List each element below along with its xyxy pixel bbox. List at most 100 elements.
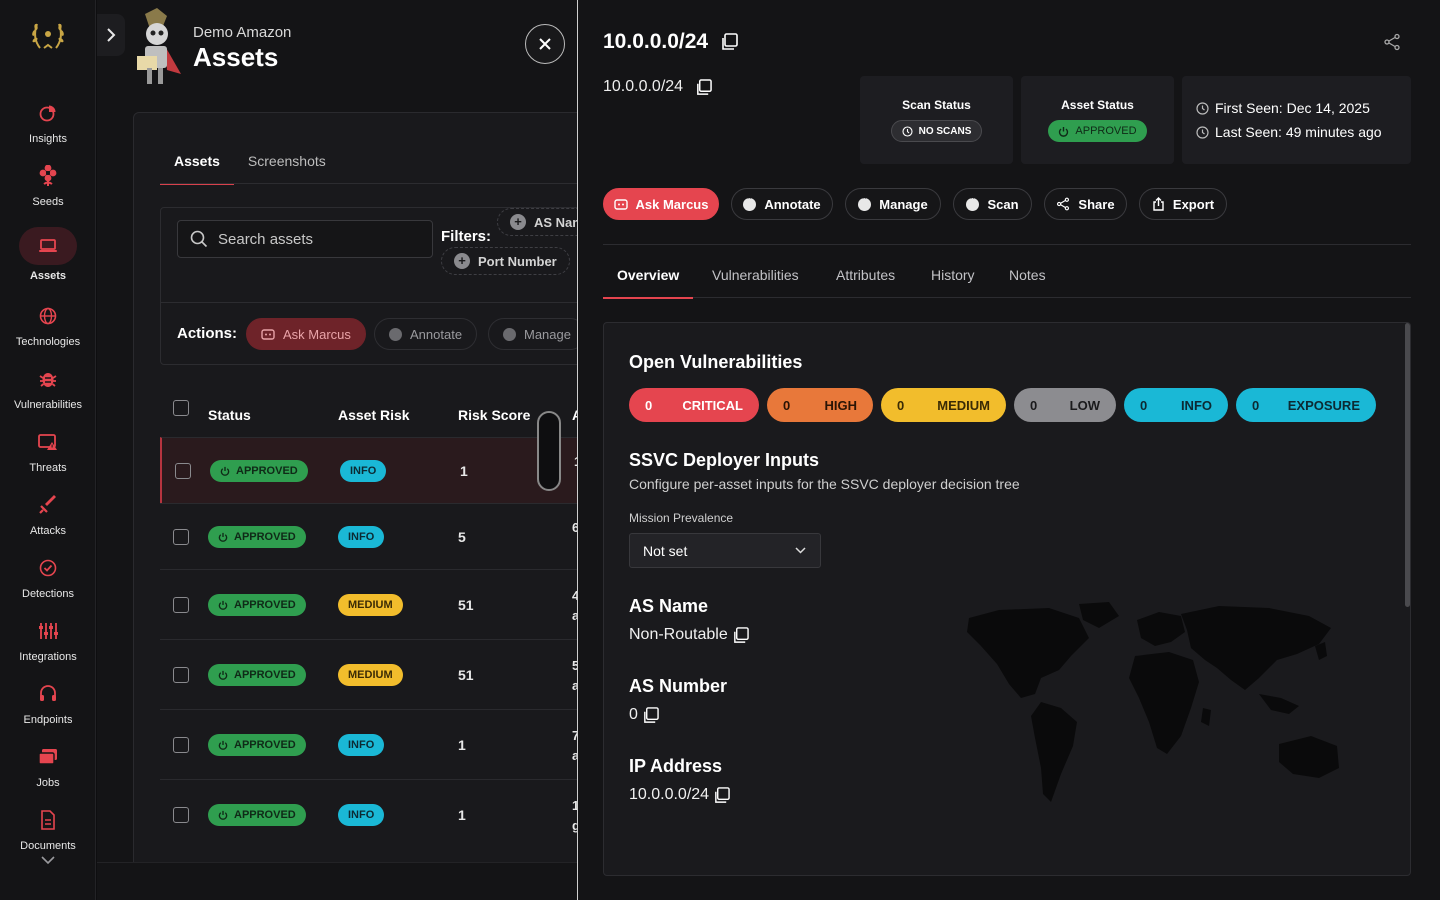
mission-prevalence-select[interactable]: Not set <box>629 533 821 568</box>
sidebar-item-technologies[interactable]: Technologies <box>0 293 96 356</box>
vuln-count-high[interactable]: 0 HIGH <box>767 388 873 422</box>
row-checkbox[interactable] <box>173 529 189 545</box>
more-dots-icon <box>966 193 980 211</box>
status-badge[interactable]: APPROVED <box>210 460 308 482</box>
column-risk-score[interactable]: Risk Score <box>458 407 531 423</box>
more-dots-icon <box>503 327 516 341</box>
ask-marcus-label: Ask Marcus <box>283 326 351 342</box>
copy-icon[interactable] <box>732 626 749 644</box>
vuln-count-critical[interactable]: 0 CRITICAL <box>629 388 759 422</box>
row-cut-value-2: g <box>572 818 577 833</box>
tab-vulnerabilities[interactable]: Vulnerabilities <box>712 267 799 283</box>
status-badge[interactable]: APPROVED <box>208 526 306 548</box>
sidebar-item-insights[interactable]: Insights <box>0 90 96 153</box>
table-row[interactable]: APPROVED MEDIUM 51 4 a <box>160 569 577 639</box>
ask-marcus-button[interactable]: Ask Marcus <box>603 188 719 220</box>
sidebar-item-vulnerabilities[interactable]: Vulnerabilities <box>0 356 96 419</box>
tab-attributes[interactable]: Attributes <box>836 267 896 283</box>
sidebar-item-endpoints[interactable]: Endpoints <box>0 671 96 734</box>
tab-notes[interactable]: Notes <box>1009 267 1046 283</box>
sidebar-item-integrations[interactable]: Integrations <box>0 608 96 671</box>
sidebar-item-seeds[interactable]: Seeds <box>0 153 96 216</box>
row-cut-value: 1 <box>574 454 577 469</box>
ask-marcus-button[interactable]: Ask Marcus <box>246 318 366 350</box>
row-checkbox[interactable] <box>173 807 189 823</box>
tab-assets[interactable]: Assets <box>160 147 234 185</box>
sidebar-item-documents[interactable]: Documents <box>0 797 96 860</box>
sidebar-item-attacks[interactable]: Attacks <box>0 482 96 545</box>
expand-sidebar-button[interactable] <box>97 14 125 56</box>
clock-icon <box>902 125 913 137</box>
filter-chip-port-number[interactable]: + Port Number <box>441 247 570 275</box>
vuln-count-exposure[interactable]: 0 EXPOSURE <box>1236 388 1376 422</box>
sidebar-item-label: Seeds <box>32 196 64 208</box>
status-badge[interactable]: APPROVED <box>208 664 306 686</box>
export-icon <box>1153 197 1164 211</box>
copy-icon[interactable] <box>713 786 730 804</box>
tab-overview[interactable]: Overview <box>603 267 694 299</box>
column-asset-risk[interactable]: Asset Risk <box>338 407 410 423</box>
status-badge[interactable]: APPROVED <box>208 734 306 756</box>
asset-status-badge[interactable]: APPROVED <box>1048 120 1147 142</box>
export-button[interactable]: Export <box>1139 188 1227 220</box>
copy-icon[interactable] <box>642 706 659 724</box>
row-checkbox[interactable] <box>173 597 189 613</box>
as-number-field: 0 <box>629 706 659 724</box>
vuln-count-low[interactable]: 0 LOW <box>1014 388 1116 422</box>
sidebar-item-label: Threats <box>29 462 67 474</box>
sidebar-item-label: Jobs <box>36 777 60 789</box>
vuln-count-label: MEDIUM <box>937 397 990 413</box>
vuln-count-medium[interactable]: 0 MEDIUM <box>881 388 1006 422</box>
sidebar-item-jobs[interactable]: Jobs <box>0 734 96 797</box>
tabs-divider <box>160 183 577 184</box>
last-seen-text: Last Seen: 49 minutes ago <box>1215 124 1382 140</box>
row-cut-value: 4 <box>572 588 577 603</box>
table-row[interactable]: APPROVED INFO 1 1 <box>160 437 577 503</box>
table-row[interactable]: APPROVED INFO 1 1 g <box>160 779 577 849</box>
filter-chip-label: Port Number <box>478 253 557 269</box>
row-cut-value: 5 <box>572 658 577 673</box>
scan-button[interactable]: Scan <box>953 188 1032 220</box>
vuln-count-info[interactable]: 0 INFO <box>1124 388 1228 422</box>
chevron-down-icon[interactable] <box>40 852 56 870</box>
copy-icon[interactable] <box>695 78 712 96</box>
close-panel-button[interactable] <box>525 24 565 64</box>
search-input[interactable]: Search assets <box>177 220 433 258</box>
row-checkbox[interactable] <box>175 463 191 479</box>
manage-button[interactable]: Manage <box>845 188 941 220</box>
laptop-icon <box>19 227 77 265</box>
filter-box: Search assets Filters: + AS Nam + Port N… <box>160 207 577 365</box>
table-row[interactable]: APPROVED INFO 5 6 <box>160 503 577 569</box>
row-checkbox[interactable] <box>173 737 189 753</box>
share-icon[interactable] <box>1383 33 1401 56</box>
share-button[interactable]: Share <box>1044 188 1127 220</box>
sidebar-item-detections[interactable]: Detections <box>0 545 96 608</box>
select-all-checkbox[interactable] <box>173 400 189 416</box>
actions-divider <box>603 244 1411 245</box>
manage-button[interactable]: Manage <box>488 318 577 350</box>
table-header: Status Asset Risk Risk Score A <box>160 393 577 437</box>
sidebar-item-assets[interactable]: Assets <box>0 216 96 293</box>
ssvc-description: Configure per-asset inputs for the SSVC … <box>629 476 1020 492</box>
table-row[interactable]: APPROVED MEDIUM 51 5 a <box>160 639 577 709</box>
sidebar-item-threats[interactable]: Threats <box>0 419 96 482</box>
status-badge[interactable]: APPROVED <box>208 594 306 616</box>
copy-icon[interactable] <box>720 33 738 51</box>
table-row[interactable]: APPROVED INFO 1 7 a <box>160 709 577 779</box>
page-title: Assets <box>193 42 279 72</box>
threat-icon <box>19 427 77 457</box>
assets-tabs: Assets Screenshots <box>160 147 340 185</box>
column-status[interactable]: Status <box>208 407 251 423</box>
column-cut[interactable]: A <box>572 407 577 423</box>
first-seen: First Seen: Dec 14, 2025 <box>1196 96 1411 120</box>
annotate-button[interactable]: Annotate <box>731 188 833 220</box>
content-scrollbar[interactable] <box>1405 323 1410 607</box>
filter-chip-as-name[interactable]: + AS Nam <box>497 208 577 236</box>
annotate-button[interactable]: Annotate <box>374 318 478 350</box>
status-badge[interactable]: APPROVED <box>208 804 306 826</box>
tab-screenshots[interactable]: Screenshots <box>247 153 326 169</box>
tab-history[interactable]: History <box>931 267 975 283</box>
laurel-logo-icon[interactable] <box>28 14 68 54</box>
row-checkbox[interactable] <box>173 667 189 683</box>
horizontal-scroll-handle[interactable] <box>537 411 561 491</box>
